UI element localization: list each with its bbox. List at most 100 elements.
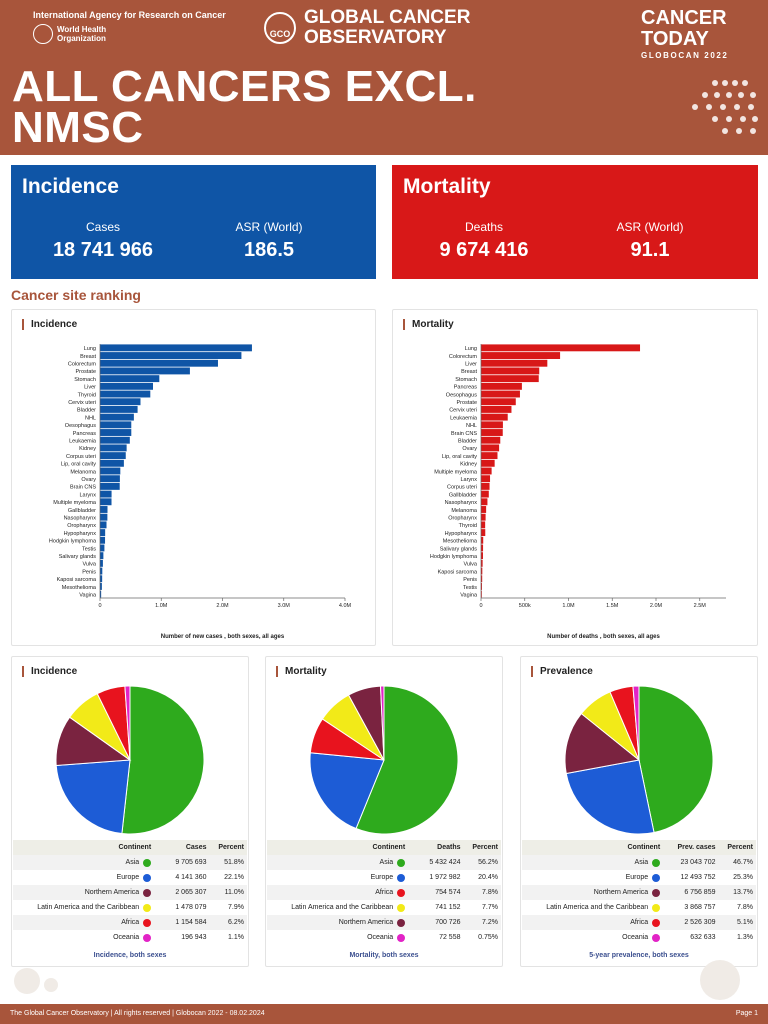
bar	[481, 421, 503, 429]
cancer-today-logo: CANCER TODAY	[641, 7, 727, 50]
table-row: Asia 23 043 702 46.7%	[522, 855, 756, 870]
continent-name: Northern America	[13, 888, 155, 897]
table-row: Africa 2 526 309 5.1%	[522, 915, 756, 930]
table-percent: 0.75%	[478, 934, 498, 941]
bar	[481, 413, 508, 421]
pie-slice	[564, 712, 641, 775]
table-row: Northern America 700 726 7.2%	[267, 915, 501, 930]
bar-category-label: Hypopharynx	[445, 531, 478, 537]
legend-dot-icon	[143, 933, 152, 942]
bar	[100, 498, 112, 506]
table-percent: 13.7%	[733, 889, 753, 896]
table-percent: 25.3%	[733, 874, 753, 881]
table-percent: 7.9%	[228, 904, 244, 911]
bar-category-label: Cervix uteri	[68, 400, 96, 406]
deaths-value: 9 674 416	[439, 239, 529, 261]
who-label: World Health Organization	[57, 25, 107, 43]
bar	[481, 405, 512, 413]
table-header-cell: Percent	[472, 844, 498, 851]
footer-copyright: The Global Cancer Observatory | All righ…	[10, 1010, 265, 1017]
table-value: 2 065 307	[175, 889, 207, 896]
table-header-cell: Continent	[627, 844, 661, 851]
table-header-cell: Prev. cases	[677, 844, 716, 851]
bar-category-label: Prostate	[76, 369, 96, 375]
bar	[481, 536, 484, 544]
pie-slice	[565, 759, 655, 835]
bar-category-label: Kaposi sarcoma	[57, 577, 97, 583]
table-value: 700 726	[435, 919, 461, 926]
pie-slice	[355, 685, 459, 835]
bar-category-label: Multiple myeloma	[434, 469, 478, 475]
continent-name: Asia	[522, 858, 664, 867]
bar-category-label: Oesophagus	[446, 392, 477, 398]
bar	[100, 575, 103, 583]
table-row: Oceania 196 943 1.1%	[13, 930, 247, 945]
dot-icon	[692, 104, 698, 110]
bar-category-label: Liver	[465, 362, 477, 368]
dot-icon	[750, 92, 756, 98]
bar-category-label: Lung	[465, 346, 477, 352]
bar	[481, 544, 484, 552]
decorative-circle-icon	[44, 978, 58, 992]
bar-category-label: Thyroid	[78, 392, 96, 398]
table-percent: 11.0%	[224, 889, 244, 896]
table-header-row: Continent Prev. cases Percent	[522, 840, 756, 855]
bar-category-label: Lip, oral cavity	[442, 454, 477, 460]
incidence-continent-table: Continent Cases Percent Asia 9 705 693 51.8% E…	[13, 840, 247, 945]
legend-dot-icon	[397, 933, 406, 942]
pie-slice	[55, 759, 131, 835]
table-percent: 7.2%	[482, 919, 498, 926]
bar-category-label: Gallbladder	[449, 492, 477, 498]
bar-category-label: Nasopharynx	[64, 515, 97, 521]
pie-slice	[632, 685, 640, 761]
ranking-title: Cancer site ranking	[11, 287, 141, 303]
bar-category-label: NHL	[85, 415, 96, 421]
bar-category-label: Bladder	[77, 408, 96, 414]
table-percent: 6.2%	[228, 919, 244, 926]
bar-category-label: Kidney	[79, 446, 96, 452]
bar-category-label: Nasopharynx	[445, 500, 478, 506]
table-value: 9 705 693	[175, 859, 207, 866]
bar	[481, 567, 483, 575]
bar	[100, 459, 124, 467]
pie-slice	[121, 685, 205, 835]
bar	[100, 359, 218, 367]
legend-dot-icon	[397, 918, 406, 927]
bar-category-label: Colorectum	[449, 354, 478, 360]
asr-value: 186.5	[243, 239, 295, 261]
legend-dot-icon	[143, 888, 152, 897]
continent-name: Africa	[267, 888, 409, 897]
table-header-cell: Cases	[185, 844, 207, 851]
bar	[100, 444, 127, 452]
table-percent: 1.1%	[228, 934, 244, 941]
continent-name: Africa	[522, 918, 664, 927]
bar	[100, 367, 190, 375]
dot-icon	[738, 92, 744, 98]
bar	[481, 444, 500, 452]
bar-category-label: Brain CNS	[70, 485, 96, 491]
incidence-summary: Incidence Cases 18 741 966 ASR (World) 1…	[11, 165, 376, 279]
table-row: Asia 5 432 424 56.2%	[267, 855, 501, 870]
dot-icon	[722, 80, 728, 86]
bar-category-label: Colorectum	[68, 362, 97, 368]
bar-category-label: Kaposi sarcoma	[438, 569, 478, 575]
table-value: 72 558	[439, 934, 461, 941]
table-percent: 7.7%	[482, 904, 498, 911]
iarc-label: International Agency for Research on Can…	[33, 10, 226, 20]
prevalence-pie-title: Prevalence	[531, 666, 593, 677]
bar	[481, 398, 516, 406]
page-header: International Agency for Research on Can…	[0, 0, 768, 155]
footer-page-number: Page 1	[735, 1010, 758, 1017]
bar-category-label: Ovary	[462, 446, 477, 452]
bar-category-label: Thyroid	[459, 523, 477, 529]
decorative-circle-icon	[700, 960, 740, 1000]
bar	[481, 498, 488, 506]
bar-category-label: Corpus uteri	[447, 485, 477, 491]
prevalence-pie-card: Prevalence Continent Prev. cases Percent As…	[520, 656, 758, 967]
table-row: Oceania 72 558 0.75%	[267, 930, 501, 945]
legend-dot-icon	[397, 888, 406, 897]
dot-icon	[740, 116, 746, 122]
table-header-row: Continent Cases Percent	[13, 840, 247, 855]
table-value: 5 432 424	[429, 859, 461, 866]
table-percent: 7.8%	[482, 889, 498, 896]
